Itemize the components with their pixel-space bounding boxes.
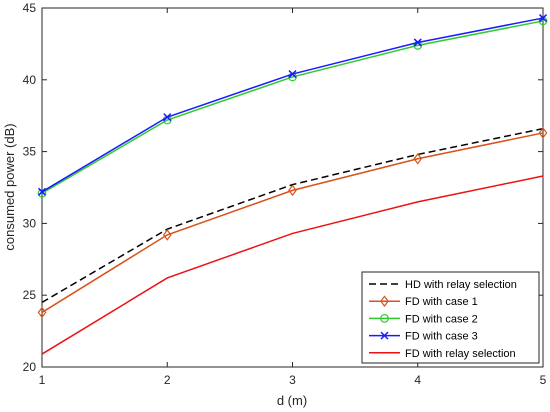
x-marker [288,70,297,79]
series-line [41,132,544,314]
y-tick-label: 35 [23,145,37,159]
diamond-marker [380,295,389,307]
legend: HD with relay selection FD with case 1 FD … [361,271,540,364]
legend-label: FD with case 3 [405,331,478,343]
y-axis-label: consumed power (dB) [2,123,17,250]
circle-marker [380,314,389,323]
x-marker [163,113,172,122]
x-marker [413,38,422,47]
x-tick-label: 5 [540,373,547,387]
legend-box [361,271,540,364]
series-layer [37,14,548,355]
legend-item: FD with case 1 [369,295,478,308]
legend-item: HD with relay selection [369,279,517,291]
series-5 [41,175,544,355]
x-axis-label: d (m) [277,393,307,408]
series-line [41,20,544,194]
series-line [41,175,544,355]
x-tick-label: 4 [414,373,421,387]
diamond-marker [37,306,47,319]
legend-item: FD with relay selection [369,348,516,360]
y-tick-label: 45 [23,1,37,15]
legend-label: HD with relay selection [405,279,517,291]
diamond-marker [413,152,423,165]
diamond-marker [288,184,297,197]
legend-label: FD with relay selection [405,348,516,360]
legend-item: FD with case 3 [369,331,478,343]
y-tick-label: 40 [23,73,37,87]
y-tick-label: 25 [23,288,37,302]
circle-marker [37,188,47,198]
x-marker [538,14,548,23]
y-tick-label: 20 [23,360,37,374]
x-tick-label: 1 [39,373,46,387]
legend-label: FD with case 1 [405,296,478,308]
series-2 [37,127,548,319]
series-4 [37,14,548,196]
legend-label: FD with case 2 [405,313,478,325]
x-tick-label: 2 [164,373,171,387]
diamond-marker [538,127,548,139]
diamond-marker [162,229,172,241]
x-tick-label: 3 [289,373,296,387]
legend-item: FD with case 2 [369,313,478,325]
y-tick-label: 30 [23,216,37,230]
x-marker [37,187,47,196]
x-marker [380,331,389,340]
